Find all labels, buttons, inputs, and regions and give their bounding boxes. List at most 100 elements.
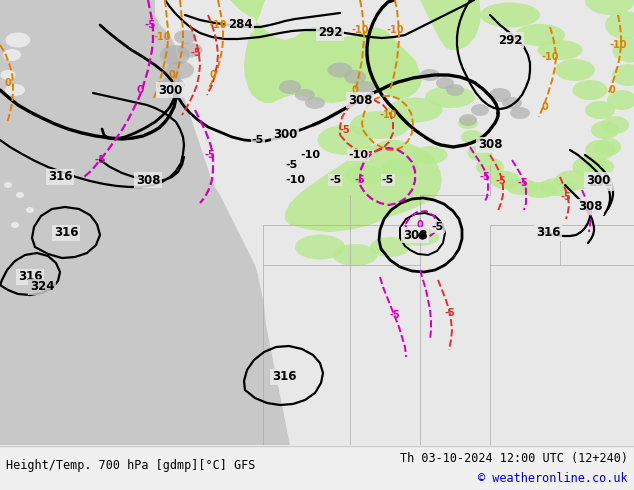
Ellipse shape [605,11,634,39]
Ellipse shape [318,125,373,155]
Text: 0: 0 [169,70,176,80]
Text: 0: 0 [417,220,424,230]
Ellipse shape [586,158,614,176]
Ellipse shape [490,171,520,189]
Text: 300: 300 [273,128,297,142]
Ellipse shape [420,69,440,81]
Text: 316: 316 [54,226,78,240]
Ellipse shape [539,178,577,196]
Ellipse shape [295,89,315,101]
Text: -5: -5 [94,155,106,165]
Polygon shape [420,0,481,50]
Ellipse shape [387,98,443,122]
Ellipse shape [370,237,410,257]
Text: -5: -5 [432,222,444,232]
Ellipse shape [467,145,493,161]
Ellipse shape [476,158,504,176]
Ellipse shape [607,90,634,110]
Text: -10: -10 [351,25,369,35]
Ellipse shape [510,107,530,119]
Ellipse shape [591,121,619,139]
Ellipse shape [305,97,325,109]
Ellipse shape [436,77,454,89]
Text: -5: -5 [340,125,351,135]
Ellipse shape [461,130,483,144]
Ellipse shape [332,244,377,266]
Ellipse shape [555,59,595,81]
Ellipse shape [1,70,15,80]
Text: Th 03-10-2024 12:00 UTC (12+240): Th 03-10-2024 12:00 UTC (12+240) [400,452,628,465]
Text: -10: -10 [541,52,559,62]
Ellipse shape [355,81,375,93]
Text: 308: 308 [578,200,602,214]
Ellipse shape [502,97,522,109]
Text: Height/Temp. 700 hPa [gdmp][°C] GFS: Height/Temp. 700 hPa [gdmp][°C] GFS [6,459,256,472]
Ellipse shape [160,45,190,65]
Text: 308: 308 [348,94,372,106]
Text: 316: 316 [18,270,42,284]
Text: 316: 316 [536,226,560,240]
Ellipse shape [16,192,24,198]
Ellipse shape [166,61,194,79]
Text: 300: 300 [586,173,610,187]
Text: 316: 316 [272,370,296,384]
Polygon shape [285,140,442,232]
Text: -10: -10 [300,150,320,160]
Text: 292: 292 [318,26,342,40]
Ellipse shape [160,77,184,93]
Text: -10: -10 [209,20,227,30]
Ellipse shape [601,116,629,134]
Text: -5: -5 [390,310,401,320]
Text: 292: 292 [498,33,522,47]
Ellipse shape [4,182,12,188]
Text: 0: 0 [541,102,548,112]
Ellipse shape [515,24,565,46]
Text: 308: 308 [136,173,160,187]
Ellipse shape [585,101,615,119]
Ellipse shape [471,104,489,116]
Ellipse shape [595,138,621,156]
Ellipse shape [573,156,607,178]
Ellipse shape [573,80,607,100]
Text: 324: 324 [30,280,55,294]
Text: 300: 300 [158,83,182,97]
Text: -5: -5 [560,192,571,202]
Ellipse shape [178,43,202,57]
Text: -5: -5 [191,48,202,58]
Text: -5: -5 [145,20,156,30]
Text: -5: -5 [496,176,507,186]
Ellipse shape [328,63,353,77]
Ellipse shape [585,140,615,160]
Text: -5: -5 [205,150,216,160]
Ellipse shape [11,222,19,228]
Text: -5: -5 [252,135,264,145]
Ellipse shape [458,117,478,129]
Text: -10: -10 [153,32,171,42]
Ellipse shape [459,114,477,126]
Text: -5: -5 [286,160,298,170]
Text: -5: -5 [382,175,394,185]
Ellipse shape [3,49,21,61]
Ellipse shape [538,40,583,60]
Ellipse shape [555,170,595,190]
Polygon shape [155,0,634,445]
Text: 308: 308 [403,228,427,242]
Text: 0: 0 [352,85,358,95]
Text: -10: -10 [379,110,397,120]
Ellipse shape [401,228,439,246]
Text: -5: -5 [354,175,365,185]
Ellipse shape [522,182,557,198]
Text: -10: -10 [609,40,627,50]
Text: -5: -5 [480,172,490,182]
Text: 292: 292 [588,176,612,190]
Text: © weatheronline.co.uk: © weatheronline.co.uk [479,472,628,485]
Text: -10: -10 [348,150,368,160]
Ellipse shape [174,30,196,44]
Ellipse shape [350,111,410,139]
Ellipse shape [381,158,419,176]
Ellipse shape [425,86,475,108]
Text: -5: -5 [329,175,341,185]
Text: 284: 284 [228,19,252,31]
Text: 0: 0 [609,85,616,95]
Text: -5: -5 [583,205,593,215]
